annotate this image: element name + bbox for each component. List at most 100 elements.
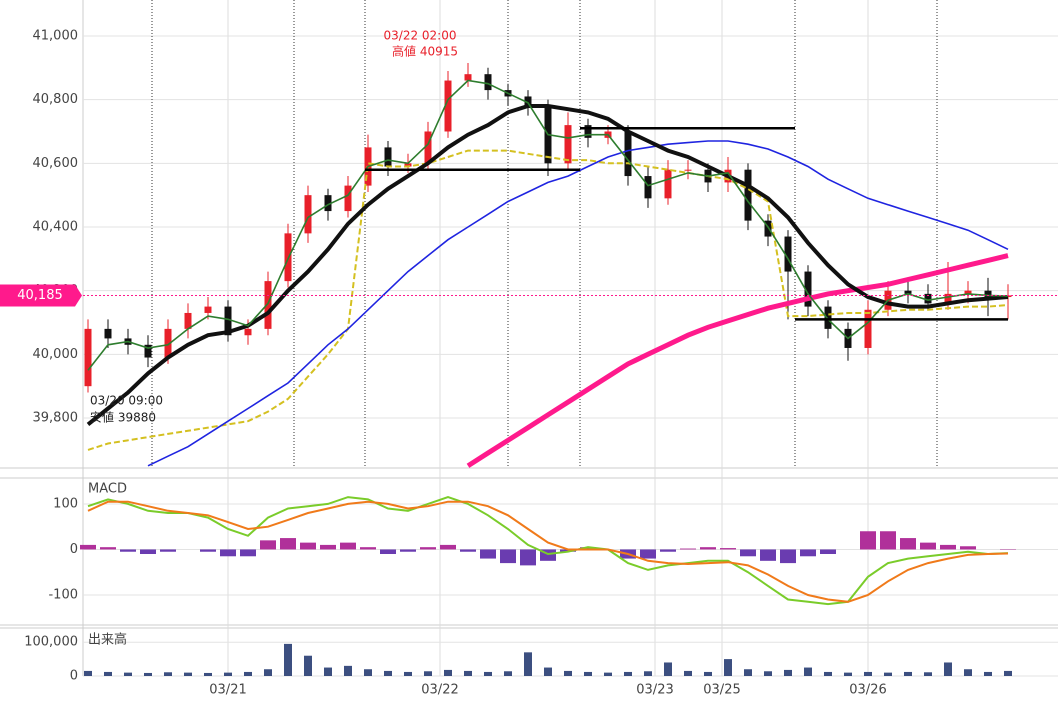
panel-title: 出来高 bbox=[88, 632, 127, 648]
volume-bar bbox=[684, 670, 692, 676]
y-tick-label: 40,000 bbox=[33, 347, 79, 362]
histogram-bar bbox=[760, 549, 776, 561]
volume-bar bbox=[284, 643, 292, 676]
histogram-bar bbox=[140, 549, 156, 555]
volume-bar bbox=[924, 672, 932, 676]
histogram-bar bbox=[680, 548, 696, 550]
candle-body bbox=[964, 290, 972, 294]
candle-body bbox=[904, 290, 912, 294]
histogram-bar bbox=[700, 547, 716, 550]
histogram-bar bbox=[440, 544, 456, 550]
volume-bar bbox=[164, 672, 172, 676]
histogram-bar bbox=[800, 549, 816, 557]
histogram-bar bbox=[880, 531, 896, 550]
candle-body bbox=[564, 125, 572, 164]
volume-bar bbox=[104, 671, 112, 676]
volume-bar bbox=[724, 659, 732, 676]
candle-body bbox=[244, 328, 252, 336]
candle-body bbox=[584, 125, 592, 138]
candle-body bbox=[764, 220, 772, 237]
x-tick-label: 03/22 bbox=[421, 683, 458, 698]
ma-line bbox=[147, 140, 1009, 467]
volume-bar bbox=[504, 671, 512, 676]
volume-bar bbox=[664, 662, 672, 676]
price-tag bbox=[0, 284, 82, 307]
volume-bar bbox=[484, 671, 492, 676]
y-tick-label: 0 bbox=[70, 669, 78, 684]
volume-bar bbox=[144, 672, 152, 676]
candle-body bbox=[784, 236, 792, 272]
y-tick-label: 40,800 bbox=[33, 92, 79, 107]
histogram-bar bbox=[660, 549, 676, 552]
volume-bar bbox=[764, 671, 772, 676]
candle-body bbox=[484, 74, 492, 91]
volume-bar bbox=[984, 671, 992, 676]
volume-bar bbox=[84, 670, 92, 676]
x-tick-label: 03/26 bbox=[849, 683, 886, 698]
histogram-bar bbox=[560, 549, 576, 552]
volume-bar bbox=[824, 671, 832, 676]
volume-bar bbox=[424, 671, 432, 676]
volume-bar bbox=[464, 670, 472, 676]
histogram-bar bbox=[460, 549, 476, 552]
volume-bar bbox=[804, 667, 812, 676]
volume-bar bbox=[524, 652, 532, 676]
histogram-bar bbox=[420, 547, 436, 550]
volume-bar bbox=[264, 669, 272, 676]
volume-bar bbox=[184, 672, 192, 676]
volume-bar bbox=[704, 671, 712, 676]
ma-line bbox=[86, 104, 1009, 426]
candle-body bbox=[404, 163, 412, 167]
volume-bar bbox=[124, 672, 132, 676]
y-tick-label: 40,600 bbox=[33, 156, 79, 171]
volume-bar bbox=[1004, 670, 1012, 676]
annotation: 03/22 02:00 bbox=[384, 29, 457, 43]
ma-line bbox=[466, 253, 1009, 468]
candle-body bbox=[324, 195, 332, 212]
histogram-bar bbox=[900, 538, 916, 550]
histogram-bar bbox=[320, 544, 336, 550]
y-tick-label: 41,000 bbox=[33, 28, 79, 43]
candle-body bbox=[644, 176, 652, 199]
volume-bar bbox=[384, 670, 392, 676]
histogram-bar bbox=[200, 549, 216, 552]
candle-body bbox=[264, 281, 272, 329]
histogram-bar bbox=[120, 549, 136, 552]
volume-bar bbox=[564, 670, 572, 676]
candle-body bbox=[464, 74, 472, 81]
candle-body bbox=[344, 185, 352, 212]
candle-body bbox=[184, 312, 192, 329]
volume-bar bbox=[844, 672, 852, 676]
candle-body bbox=[684, 169, 692, 171]
candle-body bbox=[864, 309, 872, 348]
volume-bar bbox=[884, 672, 892, 676]
ma-line bbox=[87, 79, 1009, 371]
volume-bar bbox=[204, 672, 212, 676]
volume-bar bbox=[604, 672, 612, 676]
main-plot bbox=[84, 63, 1012, 468]
volume-bar bbox=[324, 667, 332, 676]
histogram-bar bbox=[480, 549, 496, 559]
volume-bar bbox=[404, 671, 412, 676]
plot: 03/21 03/22 03/23 03/25 03/26 39,800 40,000 40,… bbox=[0, 28, 1058, 698]
candle-body bbox=[984, 290, 992, 298]
volume-bar bbox=[444, 669, 452, 676]
volume-bar bbox=[344, 665, 352, 676]
annotation: 安値 39880 bbox=[90, 410, 156, 425]
candle-body bbox=[444, 80, 452, 132]
candle-body bbox=[224, 306, 232, 336]
candle-body bbox=[164, 328, 172, 358]
histogram-bar bbox=[340, 542, 356, 550]
candle-body bbox=[664, 169, 672, 199]
histogram-bar bbox=[360, 547, 376, 550]
candle-body bbox=[744, 169, 752, 221]
histogram-bar bbox=[640, 549, 656, 559]
histogram-bar bbox=[960, 546, 976, 550]
histogram-bar bbox=[260, 540, 276, 550]
volume-bar bbox=[864, 671, 872, 676]
x-tick-label: 03/25 bbox=[703, 683, 740, 698]
macd-line bbox=[87, 496, 1009, 606]
volume-bar bbox=[944, 662, 952, 676]
volume-bar bbox=[224, 672, 232, 676]
